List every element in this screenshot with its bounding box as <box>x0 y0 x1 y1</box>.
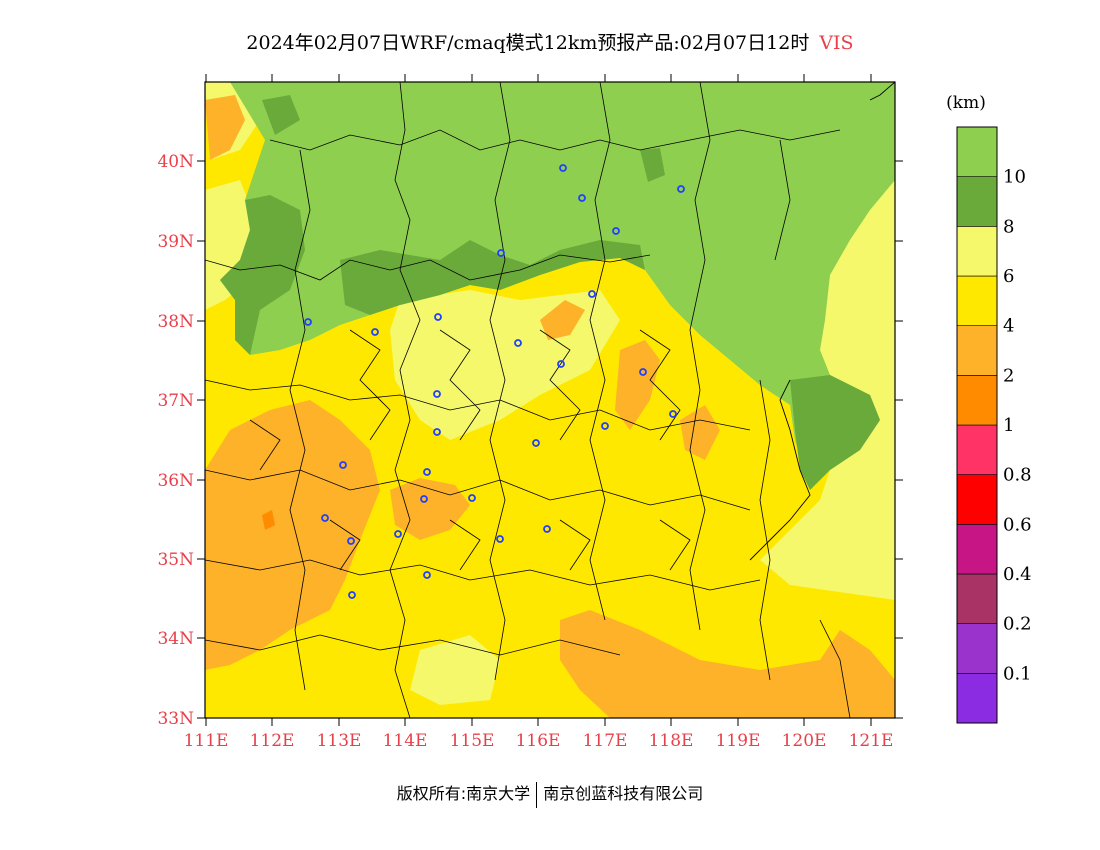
colorbar-label: 2 <box>1003 365 1014 386</box>
lat-label-34n: 34N <box>157 629 194 649</box>
coastline <box>749 82 895 561</box>
vis-fill-1-2-spot <box>262 510 275 530</box>
lon-labels: 111E 112E 113E 114E 115E 116E 117E 118E … <box>184 731 894 751</box>
vis-fill-8-10-north <box>340 240 645 315</box>
colorbar-label: 0.6 <box>1003 514 1032 535</box>
colorbar-swatch <box>956 375 998 426</box>
colorbar-label: 1 <box>1003 415 1014 436</box>
colorbar-label: 0.4 <box>1003 564 1032 585</box>
colorbar-swatch <box>956 325 998 376</box>
lon-label-114e: 114E <box>383 731 428 751</box>
colorbar-label: 0.1 <box>1003 663 1032 684</box>
colorbar-label: 8 <box>1003 216 1014 237</box>
lon-label-120e: 120E <box>782 731 827 751</box>
map-panel <box>205 82 895 718</box>
vis-fill-2-4-east <box>680 405 720 460</box>
copyright-left: 版权所有:南京大学 <box>396 784 531 803</box>
lat-labels: 33N 34N 35N 36N 37N 38N 39N 40N <box>157 152 194 729</box>
colorbar-unit: (km) <box>946 93 986 113</box>
lon-label-112e: 112E <box>250 731 295 751</box>
map-title: 2024年02月07日WRF/cmaq模式12km预报产品:02月07日12时 V… <box>0 28 1100 55</box>
lon-label-117e: 117E <box>583 731 628 751</box>
colorbar-label: 0.8 <box>1003 465 1032 486</box>
vis-fill-6-8-south <box>410 635 500 705</box>
vis-fill-2-4-south <box>560 610 895 718</box>
colorbar-label: 10 <box>1003 167 1026 188</box>
colorbar-label: 6 <box>1003 266 1014 287</box>
colorbar-frame <box>956 126 998 724</box>
lat-label-35n: 35N <box>157 550 194 570</box>
lon-axis <box>205 74 872 726</box>
lat-label-40n: 40N <box>157 152 194 172</box>
variable-label: VIS <box>819 32 854 54</box>
colorbar-swatch <box>956 126 998 177</box>
station-markers <box>304 164 685 599</box>
lon-label-118e: 118E <box>649 731 694 751</box>
copyright-line: 版权所有:南京大学 南京创蓝科技有限公司 <box>0 780 1100 808</box>
colorbar-label: 0.2 <box>1003 614 1032 635</box>
vis-fill-2-4-northwest <box>205 95 245 160</box>
lon-label-113e: 113E <box>317 731 362 751</box>
boundary-lines <box>205 82 851 718</box>
vis-fill-8-10-east <box>790 375 880 490</box>
colorbar-swatch <box>956 474 998 525</box>
vis-fill-gt10-north <box>220 82 895 490</box>
colorbar-swatch <box>956 424 998 475</box>
lon-label-121e: 121E <box>849 731 894 751</box>
vis-fill-8-10-band <box>220 195 305 355</box>
colorbar-swatch <box>956 524 998 575</box>
lon-label-115e: 115E <box>450 731 495 751</box>
colorbar-labels: 0.1 0.2 0.4 0.6 0.8 1 2 4 6 8 10 <box>1003 167 1032 685</box>
colorbar-swatch <box>956 226 998 277</box>
vis-fill-8-10-northwest <box>262 95 300 135</box>
colorbar-swatch <box>956 573 998 624</box>
lat-label-37n: 37N <box>157 391 194 411</box>
colorbar-swatches <box>956 126 998 724</box>
vis-fill-8-10-spot <box>640 148 665 182</box>
lat-axis <box>197 160 903 719</box>
lat-label-33n: 33N <box>157 709 194 729</box>
colorbar: (km) 0.1 0.2 0.4 0.6 0.8 1 2 4 6 8 10 <box>946 93 1032 724</box>
vis-fill-2-4-center <box>390 478 470 540</box>
vis-fill-2-4-west <box>205 400 380 670</box>
colorbar-label: 4 <box>1003 316 1014 337</box>
copyright-separator <box>536 781 538 808</box>
lat-label-39n: 39N <box>157 232 194 252</box>
colorbar-swatch <box>956 623 998 674</box>
copyright-right: 南京创蓝科技有限公司 <box>543 784 704 803</box>
lon-label-119e: 119E <box>716 731 761 751</box>
colorbar-swatch <box>956 275 998 326</box>
vis-fill-2-4-north <box>540 300 585 340</box>
title-text: 2024年02月07日WRF/cmaq模式12km预报产品:02月07日12时 <box>246 32 810 54</box>
colorbar-swatch <box>956 176 998 227</box>
lon-label-111e: 111E <box>184 731 229 751</box>
lon-label-116e: 116E <box>516 731 561 751</box>
lat-label-38n: 38N <box>157 312 194 332</box>
colorbar-swatch <box>956 673 998 724</box>
lat-label-36n: 36N <box>157 471 194 491</box>
vis-fill-2-4-middle <box>615 340 660 430</box>
